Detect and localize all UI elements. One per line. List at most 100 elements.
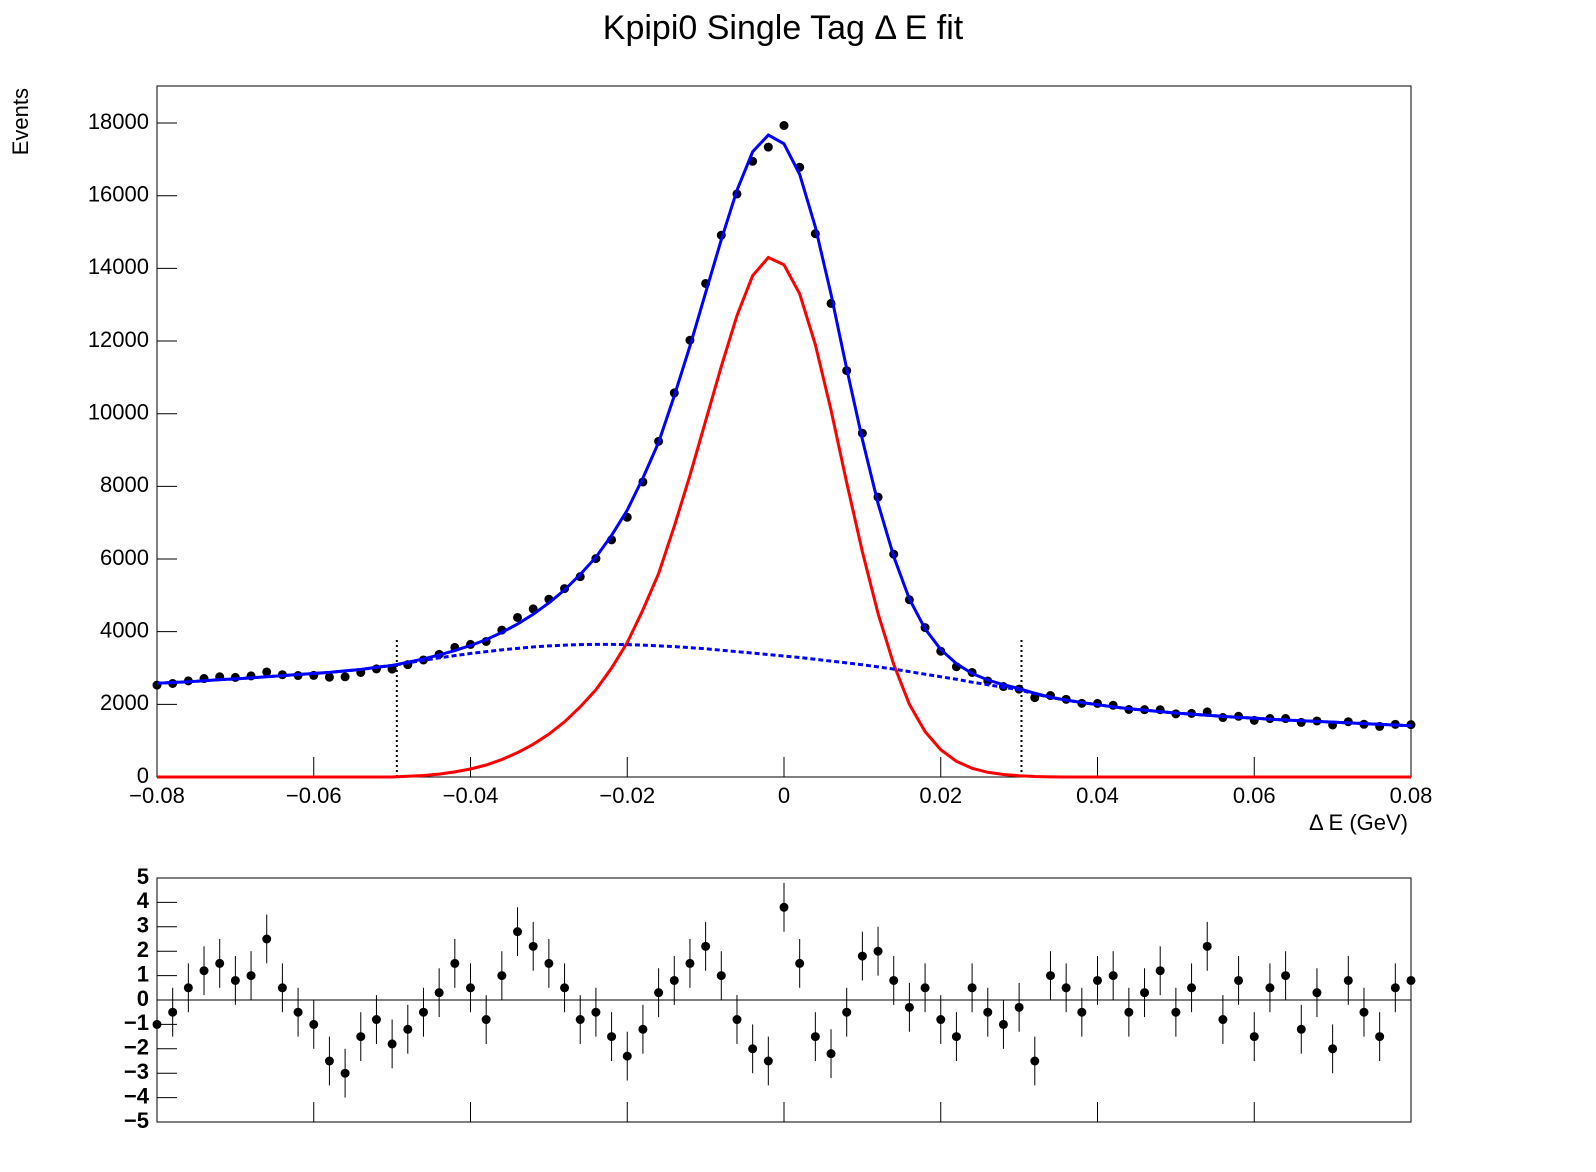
pull-point [183,983,193,993]
pull-point [1061,983,1071,993]
x-tick-label: 0 [778,783,790,808]
pull-point [1030,1056,1040,1066]
pull-point [1234,975,1244,985]
y-tick-label: −3 [124,1059,149,1084]
pull-point [293,1007,303,1017]
pull-point [1296,1024,1306,1034]
pull-point [199,966,209,976]
pull-point [497,971,507,981]
pull-point [842,1007,852,1017]
pull-point [340,1068,350,1078]
pull-point [669,975,679,985]
y-axis-label: Events [8,88,33,155]
fit-curve [156,133,1412,728]
pull-point [904,1002,914,1012]
pull-point [1359,1007,1369,1017]
pull-point [654,988,664,998]
pull-point [481,1015,491,1025]
pull-point [951,1032,961,1042]
pull-point [168,1007,178,1017]
y-tick-label: 6000 [100,545,149,570]
pull-point [826,1049,836,1059]
pull-point [983,1007,993,1017]
x-tick-label: −0.04 [443,783,499,808]
data-point [513,612,523,622]
pull-point [1265,983,1275,993]
pull-point [873,946,883,956]
pull-point [513,927,523,937]
pull-point [685,958,695,968]
pull-point [1328,1044,1338,1054]
pull-point [795,958,805,968]
y-tick-label: 18000 [88,109,149,134]
y-tick-label: 2 [137,937,149,962]
pull-point [607,1032,617,1042]
pull-point [1093,975,1102,985]
pull-point [371,1015,381,1025]
pull-point [967,983,977,993]
pull-point [779,902,789,912]
pull-point [246,971,256,981]
pull-point [1249,1032,1259,1042]
pull-point [763,1056,773,1066]
pull-point [434,988,444,998]
pull-point [575,1015,585,1025]
pull-point [450,958,460,968]
y-tick-label: 4000 [100,617,149,642]
pull-point [466,983,475,993]
pull-point [748,1044,758,1054]
y-tick-label: 2000 [100,690,149,715]
pull-point [544,958,554,968]
x-tick-label: −0.02 [599,783,655,808]
pull-point [1218,1015,1228,1025]
data-point [575,572,585,582]
pull-point [387,1039,397,1049]
pull-point [998,1019,1008,1029]
pull-point [1108,971,1118,981]
pull-point [810,1032,820,1042]
pull-point [701,941,711,951]
pull-point [1171,1007,1181,1017]
pull-point [638,1024,648,1034]
y-tick-label: 3 [137,913,149,938]
pull-point [1077,1007,1087,1017]
x-tick-label: −0.08 [129,783,185,808]
x-axis-label: Δ E (GeV) [1309,810,1408,835]
y-tick-label: 8000 [100,472,149,497]
x-tick-label: 0.06 [1233,783,1276,808]
y-tick-label: −1 [124,1010,149,1035]
x-tick-label: 0.08 [1390,783,1433,808]
pull-point [1202,941,1212,951]
x-tick-label: −0.06 [286,783,342,808]
y-tick-label: 16000 [88,182,149,207]
fit-curve [157,255,1411,779]
y-tick-label: 5 [137,864,149,889]
pull-point [1312,988,1322,998]
pull-point [857,951,867,961]
pull-point [622,1051,632,1061]
pull-point [1045,971,1055,981]
data-point [763,142,773,152]
x-tick-label: 0.02 [919,783,962,808]
y-tick-label: 4 [137,888,150,913]
pull-point [152,1019,162,1029]
pull-point [309,1019,319,1029]
pull-point [1406,975,1416,985]
y-tick-label: 10000 [88,400,149,425]
data-point [779,121,789,131]
pull-point [528,941,538,951]
y-tick-label: 12000 [88,327,149,352]
pull-point [1124,1007,1134,1017]
y-tick-label: −5 [124,1108,149,1133]
data-point [262,667,272,677]
pull-point [277,983,287,993]
x-tick-label: 0.04 [1076,783,1119,808]
pull-point [560,983,570,993]
pull-point [215,958,225,968]
y-tick-label: 1 [137,961,149,986]
pull-point [1343,975,1353,985]
y-tick-label: 0 [137,763,149,788]
pull-point [1375,1032,1385,1042]
